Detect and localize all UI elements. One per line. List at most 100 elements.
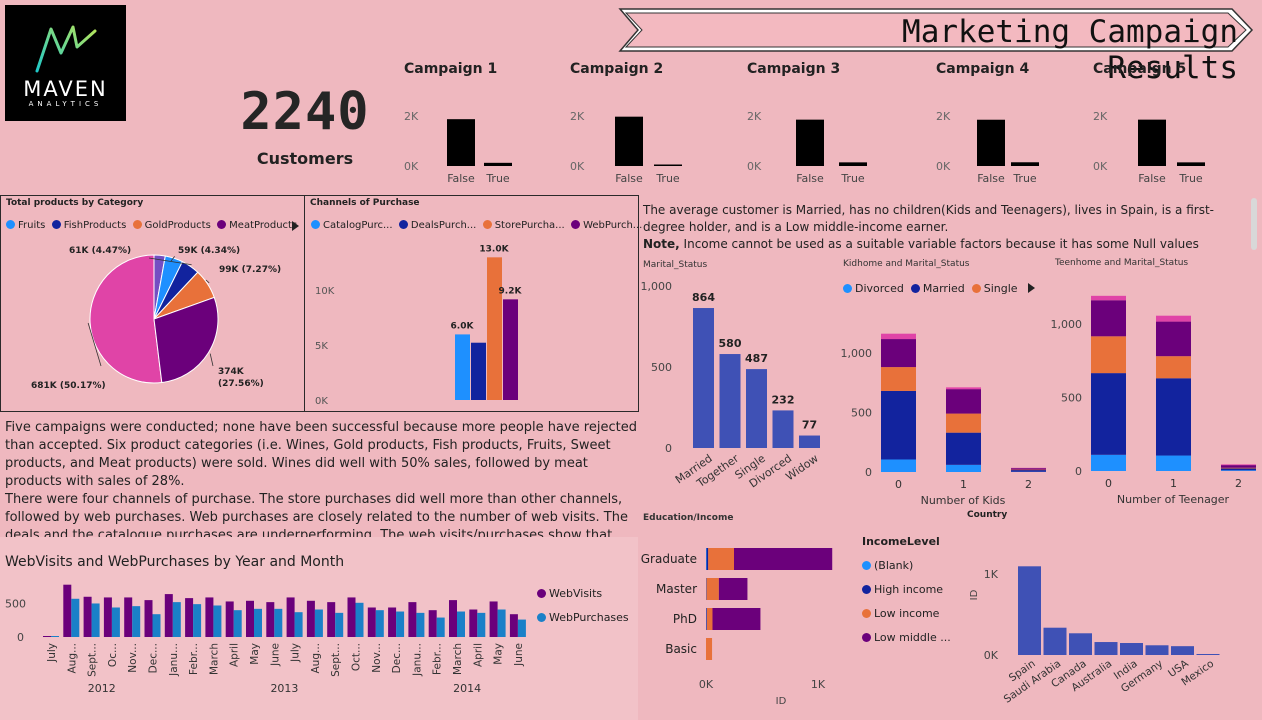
webvisits-year-2014: 2014 <box>453 682 481 695</box>
pie-leader-5 <box>209 353 214 367</box>
webvisits-tick-0: 0 <box>17 631 24 644</box>
webvisits-bar-8-webvisits <box>205 597 214 637</box>
campaign-1-label-true: True <box>485 172 510 185</box>
teenhome-bar-0-seg-2 <box>1091 336 1126 374</box>
webvisits-bar-14-webpurchases <box>335 612 344 637</box>
legend-blank[interactable]: (Blank) <box>862 554 951 578</box>
education-bar-3-seg-2 <box>706 638 713 660</box>
webvisits-bar-0-webpurchases <box>51 636 59 637</box>
webvisits-bar-4-webvisits <box>124 597 133 637</box>
webvisits-month-12: July <box>290 643 302 663</box>
webvisits-bar-15-webpurchases <box>355 602 364 637</box>
maven-logo: MAVEN ANALYTICS <box>5 5 126 121</box>
legend-high-income[interactable]: High income <box>862 578 951 602</box>
marital-chart-title: Marital_Status <box>643 260 708 270</box>
legend-meatproducts[interactable]: MeatProducts <box>217 220 297 231</box>
teenhome-bar-0-seg-3 <box>1091 300 1126 337</box>
legend-next-arrow-icon[interactable] <box>290 220 300 232</box>
country-tick-1: 1K <box>984 568 999 581</box>
legend-webpurchases[interactable]: WebPurchases <box>537 606 629 630</box>
legend-webvisits[interactable]: WebVisits <box>537 582 629 606</box>
webvisits-bar-3-webpurchases <box>111 607 120 637</box>
note-text: Income cannot be used as a suitable vari… <box>679 237 1199 251</box>
education-bar-2-seg-2 <box>706 608 713 630</box>
campaign-3-title: Campaign 3 <box>747 61 841 77</box>
webvisits-bar-17-webvisits <box>388 607 397 637</box>
campaign-5-bar-false <box>1138 119 1166 166</box>
legend-fishproducts[interactable]: FishProducts <box>51 220 126 231</box>
webvisits-bar-1-webvisits <box>63 584 72 637</box>
marital-bar-0 <box>693 308 714 448</box>
campaign-charts: 2K 0K False True 2K 0K False True 2K 0K False True 2… <box>404 110 1205 185</box>
webvisits-bar-10-webvisits <box>246 600 254 637</box>
summary-paragraph-1: Five campaigns were conducted; none have… <box>5 420 637 489</box>
teenhome-chart-title: Teenhome and Marital_Status <box>1055 258 1189 268</box>
logo-sub: ANALYTICS <box>28 100 103 108</box>
teenhome-bar-2-seg-2 <box>1221 467 1256 469</box>
channels-bar-2 <box>487 257 502 400</box>
campaign-1-label-false: False <box>447 172 475 185</box>
webvisits-year-2012: 2012 <box>88 682 116 695</box>
webvisits-month-6: Janu... <box>168 643 180 677</box>
legend-divorced[interactable]: Divorced <box>843 282 904 295</box>
legend-low-middle[interactable]: Low middle ... <box>862 626 951 650</box>
country-bar-7 <box>1196 654 1220 655</box>
legend-catalog[interactable]: CatalogPurc... <box>311 220 393 231</box>
education-bar-1-seg-2 <box>706 578 719 600</box>
kidhome-bar-1-seg-3 <box>946 389 981 414</box>
campaign-3-bar-false <box>796 119 824 166</box>
campaign-4-bar-false <box>977 119 1005 166</box>
legend-deals[interactable]: DealsPurch... <box>398 220 476 231</box>
kidhome-bar-0-seg-1 <box>881 390 916 460</box>
webvisits-month-8: March <box>208 643 220 675</box>
legend-store[interactable]: StorePurcha... <box>482 220 565 231</box>
legend-married[interactable]: Married <box>910 282 965 295</box>
insight-scrollbar[interactable] <box>1251 198 1257 250</box>
marital-tick-0: 0 <box>665 442 672 455</box>
kidhome-cat-0: 0 <box>895 478 902 491</box>
webvisits-month-4: Nov... <box>127 643 139 673</box>
teenhome-bar-0-seg-1 <box>1091 373 1126 455</box>
education-bar-1-seg-3 <box>718 578 748 600</box>
campaign-5-label-false: False <box>1138 172 1166 185</box>
webvisits-month-14: Sept... <box>330 643 342 677</box>
legend-fruits[interactable]: Fruits <box>6 220 45 231</box>
channels-tick-0: 0K <box>315 396 328 407</box>
channels-bar-3 <box>503 299 518 400</box>
logo-brand: MAVEN <box>23 77 108 101</box>
legend-goldproducts[interactable]: GoldProducts <box>132 220 211 231</box>
teenhome-xlabel: Number of Teenager <box>1117 493 1230 506</box>
campaign-5-title: Campaign 5 <box>1093 61 1187 77</box>
legend-low-income[interactable]: Low income <box>862 602 951 626</box>
kidhome-bar-2-seg-1 <box>1011 470 1046 472</box>
teenhome-bar-1-seg-1 <box>1156 378 1191 456</box>
webvisits-bar-16-webvisits <box>367 607 376 637</box>
education-bar-0-seg-3 <box>734 548 833 570</box>
webvisits-month-15: Oct... <box>351 643 363 671</box>
channels-panel: Channels of Purchase CatalogPurc... Deal… <box>304 195 642 412</box>
channels-tick-2: 10K <box>315 286 335 297</box>
legend-single[interactable]: Single <box>971 282 1018 295</box>
campaign-2-bar-true <box>654 164 682 166</box>
campaign-3-label-true: True <box>840 172 865 185</box>
campaign-3-tick-bottom: 0K <box>747 160 762 173</box>
legend-web[interactable]: WebPurch... <box>571 220 642 231</box>
kidhome-legend-next-icon[interactable] <box>1026 282 1036 294</box>
webvisits-bar-16-webpurchases <box>375 610 384 637</box>
page-title: Marketing Campaign Results <box>902 14 1238 86</box>
campaign-2-bar-false <box>615 116 643 166</box>
marital-label-1: 580 <box>719 337 742 350</box>
webvisits-bar-21-webvisits <box>469 609 478 637</box>
category-panel: Total products by Category Fruits FishPr… <box>0 195 305 412</box>
teenhome-bar-2-seg-4 <box>1221 464 1256 466</box>
campaign-1-tick-bottom: 0K <box>404 160 419 173</box>
channels-legend: CatalogPurc... DealsPurch... StorePurcha… <box>311 220 642 231</box>
country-ylabel: ID <box>969 589 980 600</box>
kidhome-tick-0: 0 <box>865 466 872 479</box>
webvisits-bar-5-webvisits <box>144 600 153 637</box>
pie-leader-0 <box>87 322 102 367</box>
maven-logo-icon <box>35 25 97 73</box>
channels-bar-0 <box>455 334 470 400</box>
webvisits-month-13: Aug... <box>310 643 322 674</box>
